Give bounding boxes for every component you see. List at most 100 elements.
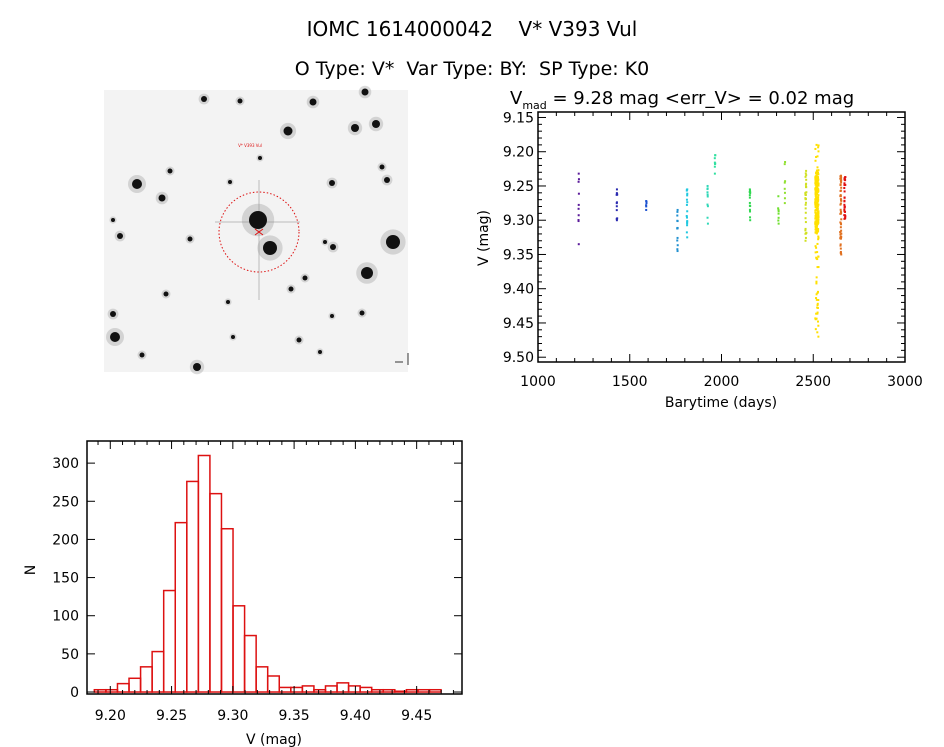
star [228, 180, 232, 184]
data-point [814, 197, 817, 200]
data-point [817, 212, 820, 215]
histogram-bar [197, 454, 211, 693]
data-point [804, 239, 807, 242]
star [163, 291, 169, 297]
data-point [816, 216, 819, 219]
data-point [706, 184, 709, 187]
data-point [814, 203, 817, 206]
data-point [817, 238, 820, 241]
histogram-bar [428, 688, 442, 693]
data-point [815, 232, 818, 235]
star [263, 241, 277, 255]
data-point [815, 220, 818, 223]
data-point [706, 216, 709, 219]
data-point [815, 143, 818, 146]
star [296, 337, 302, 343]
compass-icon [395, 353, 409, 365]
data-point [817, 221, 820, 224]
data-point [815, 212, 818, 215]
star [302, 275, 308, 281]
light-curve-ylabel: V (mag) [476, 210, 492, 266]
data-point [706, 203, 709, 206]
data-point [577, 219, 580, 222]
data-point [685, 198, 688, 201]
star [372, 120, 380, 128]
data-point [777, 195, 780, 198]
data-point [814, 328, 817, 331]
data-point [784, 180, 787, 183]
star [139, 352, 145, 358]
data-point [804, 217, 807, 220]
light-curve-series [839, 174, 843, 256]
x-tick-label: 9.40 [340, 708, 371, 724]
data-point [839, 194, 842, 197]
data-point [814, 190, 817, 193]
data-point [817, 255, 820, 258]
data-point [814, 181, 817, 184]
data-point [816, 189, 819, 192]
data-point [804, 207, 807, 210]
y-tick-label: 9.30 [503, 213, 534, 229]
light-curve-series [713, 154, 717, 175]
data-point [815, 312, 818, 315]
data-point [577, 214, 580, 217]
data-point [777, 216, 780, 219]
data-point [840, 176, 843, 179]
data-point [839, 251, 842, 254]
target-cross-icon [254, 228, 264, 236]
data-point [713, 165, 716, 168]
data-point [817, 199, 820, 202]
star-field [106, 85, 406, 375]
data-point [815, 208, 818, 211]
data-point [816, 311, 819, 314]
data-point [645, 205, 648, 208]
histogram-bar [162, 589, 176, 693]
data-point [814, 206, 817, 209]
data-point [839, 208, 842, 211]
x-tick-label: 9.25 [156, 708, 187, 724]
data-point [714, 162, 717, 165]
histogram-bar [220, 527, 234, 693]
data-point [815, 196, 818, 199]
data-point [814, 214, 817, 217]
data-point [816, 201, 819, 204]
y-tick-label: 250 [52, 494, 79, 510]
star [258, 156, 262, 160]
data-point [815, 156, 818, 159]
data-point [839, 183, 842, 186]
data-point [748, 196, 751, 199]
y-tick-label: 9.15 [503, 110, 534, 126]
histogram-bar [417, 688, 431, 693]
data-point [814, 187, 817, 190]
data-point [748, 190, 751, 193]
data-point [839, 231, 842, 234]
data-point [839, 243, 842, 246]
data-point [840, 181, 843, 184]
histogram-bar [139, 666, 153, 693]
star [167, 168, 173, 174]
data-point [817, 236, 820, 239]
data-point [676, 248, 679, 251]
histogram-bar [151, 650, 165, 693]
data-point [815, 297, 818, 300]
data-point [839, 210, 842, 213]
data-point [814, 176, 817, 179]
data-point [839, 221, 842, 224]
data-point [706, 187, 709, 190]
y-tick-label: 9.40 [503, 282, 534, 298]
data-point [748, 208, 751, 211]
data-point [814, 194, 817, 197]
plot-frame [86, 440, 463, 695]
histogram-bar [174, 521, 188, 693]
data-point [839, 203, 842, 206]
data-point [816, 203, 819, 206]
data-point [844, 176, 847, 179]
data-point [839, 177, 842, 180]
data-point [685, 214, 688, 217]
histogram-ylabel: N [23, 565, 39, 575]
y-tick-label: 9.45 [503, 316, 534, 332]
data-point [840, 232, 843, 235]
light-curve-series [814, 143, 820, 338]
data-point [840, 186, 843, 189]
